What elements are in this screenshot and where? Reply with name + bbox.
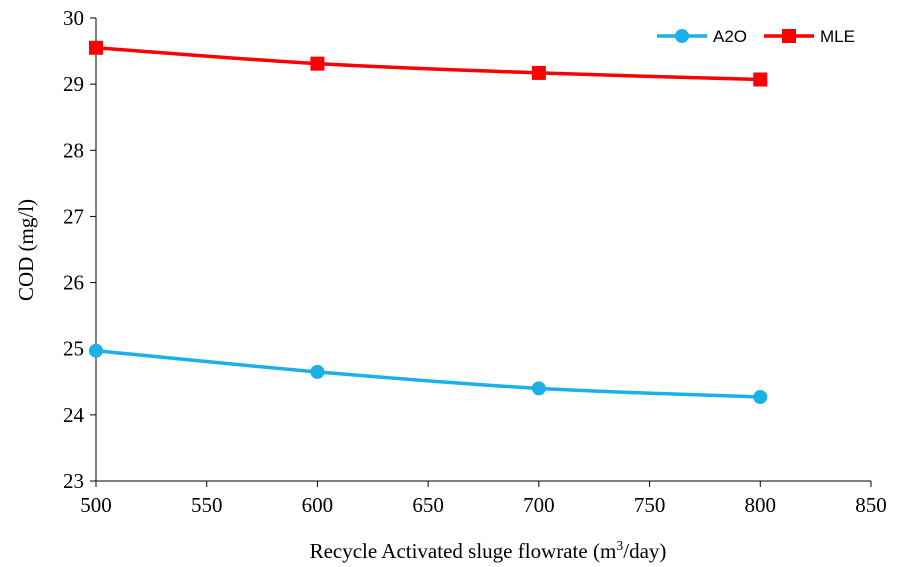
legend-item-mle: MLE — [764, 27, 855, 46]
legend-label-a2o: A2O — [713, 27, 747, 46]
series-line-a2o — [95, 348, 761, 399]
x-axis: 500 550 600 650 700 750 800 850 — [80, 480, 887, 517]
y-tick-label: 30 — [63, 6, 84, 30]
x-axis-title-main: Recycle Activated sluge flowrate (m — [310, 539, 617, 563]
x-tick-label: 550 — [191, 493, 223, 517]
series-mle — [89, 40, 768, 87]
x-tick-label: 650 — [412, 493, 444, 517]
x-tick-label: 700 — [523, 493, 555, 517]
y-axis: 23 24 25 26 27 28 29 30 — [63, 6, 97, 493]
data-point-mle — [89, 40, 103, 55]
y-tick-label: 28 — [63, 138, 84, 162]
y-tick-label: 29 — [63, 72, 84, 96]
x-axis-title: Recycle Activated sluge flowrate (m3/day… — [310, 539, 667, 563]
data-point-a2o — [310, 364, 325, 379]
series-layer — [89, 40, 768, 404]
legend-marker-mle — [782, 29, 796, 43]
y-axis-title: COD (mg/l) — [14, 199, 38, 301]
data-point-mle — [753, 72, 768, 87]
y-tick-label: 24 — [63, 403, 85, 427]
x-axis-title-sup: 3 — [616, 539, 623, 554]
series-line-mle — [95, 46, 761, 82]
x-tick-label: 600 — [302, 493, 334, 517]
y-tick-label: 26 — [63, 271, 84, 295]
data-point-a2o — [753, 389, 768, 404]
series-a2o — [89, 343, 768, 404]
x-tick-label: 500 — [80, 493, 112, 517]
x-tick-label: 800 — [745, 493, 777, 517]
x-tick-label: 750 — [634, 493, 666, 517]
x-tick-label: 850 — [855, 493, 887, 517]
legend: A2O MLE — [657, 27, 855, 46]
legend-label-mle: MLE — [820, 27, 855, 46]
legend-marker-a2o — [675, 29, 689, 43]
y-tick-label: 27 — [63, 204, 84, 228]
data-point-mle — [531, 65, 546, 80]
data-point-a2o — [89, 343, 103, 358]
y-tick-label: 25 — [63, 337, 84, 361]
x-axis-title-tail: /day) — [623, 539, 666, 563]
legend-item-a2o: A2O — [657, 27, 747, 46]
data-point-a2o — [531, 381, 546, 396]
data-point-mle — [310, 56, 325, 71]
y-tick-label: 23 — [63, 469, 84, 493]
